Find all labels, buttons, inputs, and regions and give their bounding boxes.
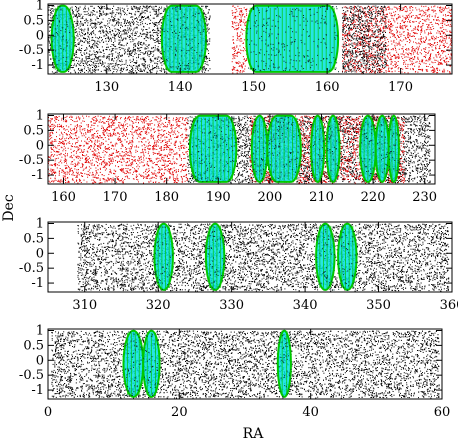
panel-2-ytick-label-0: 1 (36, 108, 44, 123)
panel-3-field-0 (153, 222, 174, 291)
panel-4-points-black-0 (51, 330, 440, 399)
panel-1-ytick-label-1: 0.5 (23, 13, 44, 28)
panel-2-ytick-label-3: -0.5 (19, 153, 44, 168)
panel-4-field-0 (122, 329, 145, 398)
panel-1-xtick-label-4: 170 (388, 80, 413, 95)
panel-3-ytick-label-4: -1 (31, 276, 44, 291)
panel-3-field-3 (337, 222, 358, 291)
panel-2-xtick-label-2: 180 (154, 190, 179, 205)
panel-2-field-7 (387, 114, 400, 183)
panel-3-points-black-0 (77, 223, 450, 292)
panel-1-field-0 (50, 4, 75, 73)
panel-3-xtick-label-2: 330 (219, 298, 244, 313)
panel-2-field-6 (374, 114, 390, 183)
panel-1: 130 140 150 160 170 10.50-0.5-1 (19, 0, 453, 95)
panel-1-frame (47, 3, 453, 75)
panel-2-field-4 (325, 114, 341, 183)
panel-4-ytick-label-4: -1 (31, 383, 44, 398)
panel-1-xtick-label-3: 160 (315, 80, 340, 95)
panel-2-xtick-label-1: 170 (103, 190, 128, 205)
panel-1-plot-area (48, 4, 452, 74)
panel-3-xtick-label-5: 360 (440, 298, 458, 313)
panel-4-ytick-label-3: -0.5 (19, 368, 44, 383)
panel-2-field-3 (310, 114, 326, 183)
panel-4-xtick-label-0: 0 (44, 405, 52, 420)
panel-2: 160 170 180 190 200 210 220 230 10.50-0.5-1 (19, 108, 437, 205)
panel-2-field-2 (266, 114, 302, 183)
panel-3-xtick-label-3: 340 (293, 298, 318, 313)
panel-1-xtick-label-0: 130 (94, 80, 119, 95)
panel-4-xtick-label-2: 40 (302, 405, 319, 420)
panel-1-xtick-label-1: 140 (168, 80, 193, 95)
panel-2-points-red-0 (48, 115, 189, 184)
panel-1-ytick-label-0: 1 (36, 0, 44, 13)
y-axis-title: Dec (1, 194, 17, 222)
panel-3-xtick-label-4: 350 (366, 298, 391, 313)
panel-1-ytick-label-3: -0.5 (19, 43, 44, 58)
panel-2-ytick-label-2: 0 (36, 138, 44, 153)
panel-4-ytick-label-2: 0 (36, 353, 44, 368)
panel-2-field-5 (359, 114, 377, 183)
panel-3: 310 320 330 340 350 360 10.50-0.5-1 (19, 216, 458, 313)
panel-2-xtick-label-4: 200 (257, 190, 282, 205)
panel-4-ytick-label-0: 1 (36, 323, 44, 338)
panel-2-xtick-label-7: 230 (412, 190, 437, 205)
panel-1-xtick-label-2: 150 (241, 80, 266, 95)
panel-1-points-black-3 (341, 5, 387, 74)
panel-3-xtick-label-0: 310 (72, 298, 97, 313)
panel-1-field-2 (245, 4, 340, 73)
panel-3-ytick-label-2: 0 (36, 246, 44, 261)
panel-1-points-red-1 (231, 5, 248, 74)
panel-3-ytick-label-0: 1 (36, 216, 44, 231)
panel-4-field-1 (142, 329, 161, 398)
panel-4-field-2 (276, 329, 292, 398)
panel-2-ytick-label-1: 0.5 (23, 123, 44, 138)
panel-2-xtick-label-0: 160 (51, 190, 76, 205)
panel-4-plot-area (51, 329, 440, 399)
panel-3-plot-area (77, 222, 450, 292)
panel-2-field-1 (250, 114, 269, 183)
panel-2-xtick-label-6: 220 (361, 190, 386, 205)
panel-3-xtick-label-1: 320 (146, 298, 171, 313)
panel-3-ytick-label-1: 0.5 (23, 231, 44, 246)
panel-4-ytick-label-1: 0.5 (23, 338, 44, 353)
x-axis-title: RA (243, 426, 265, 442)
panel-2-plot-area (48, 114, 431, 184)
panel-2-xtick-label-5: 210 (309, 190, 334, 205)
panel-3-frame (47, 221, 453, 293)
panel-4-xtick-label-3: 60 (434, 405, 451, 420)
panel-2-xtick-label-3: 190 (206, 190, 231, 205)
panel-4-frame (47, 328, 443, 400)
panel-1-ytick-label-4: -1 (31, 58, 44, 73)
panel-2-frame (47, 113, 436, 185)
panel-4-xtick-label-1: 20 (171, 405, 188, 420)
panel-3-ytick-label-3: -0.5 (19, 261, 44, 276)
panel-3-field-1 (204, 222, 226, 291)
panel-2-field-0 (188, 114, 238, 183)
panel-1-field-1 (160, 4, 207, 73)
panel-3-field-2 (315, 222, 336, 291)
panel-1-ytick-label-2: 0 (36, 28, 44, 43)
panel-2-ytick-label-4: -1 (31, 168, 44, 183)
